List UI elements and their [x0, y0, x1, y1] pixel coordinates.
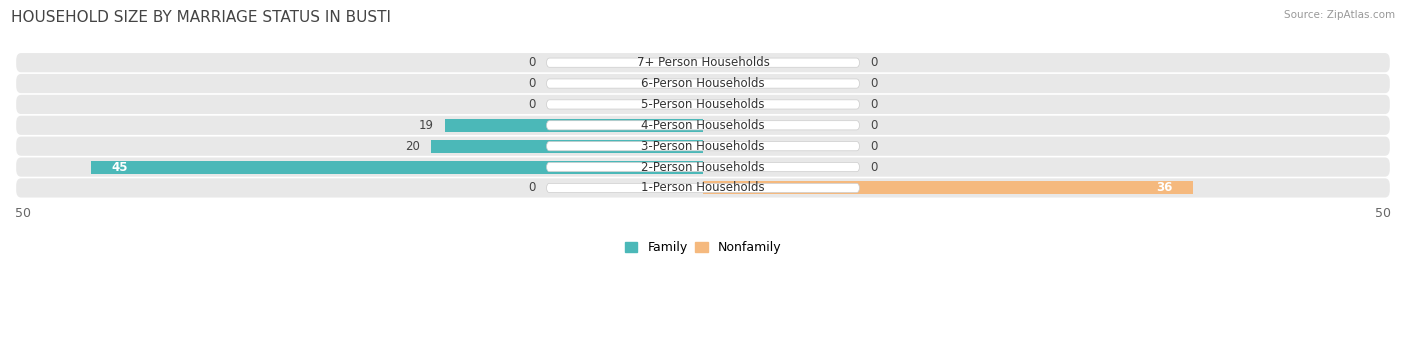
Bar — [703, 181, 1192, 194]
Text: 5-Person Households: 5-Person Households — [641, 98, 765, 111]
FancyBboxPatch shape — [547, 183, 859, 193]
Bar — [432, 140, 703, 153]
FancyBboxPatch shape — [17, 137, 1389, 156]
FancyBboxPatch shape — [17, 116, 1389, 135]
Bar — [91, 161, 703, 174]
Text: 3-Person Households: 3-Person Households — [641, 140, 765, 153]
Text: 20: 20 — [405, 140, 420, 153]
FancyBboxPatch shape — [17, 178, 1389, 197]
Text: 2-Person Households: 2-Person Households — [641, 161, 765, 174]
FancyBboxPatch shape — [17, 53, 1389, 72]
Text: 36: 36 — [1156, 181, 1173, 194]
Text: 0: 0 — [870, 119, 877, 132]
Text: 0: 0 — [529, 77, 536, 90]
Bar — [444, 119, 703, 132]
FancyBboxPatch shape — [547, 58, 859, 67]
Text: 19: 19 — [419, 119, 433, 132]
Text: 0: 0 — [870, 161, 877, 174]
Text: 0: 0 — [870, 140, 877, 153]
Text: 1-Person Households: 1-Person Households — [641, 181, 765, 194]
FancyBboxPatch shape — [17, 74, 1389, 93]
Text: 0: 0 — [529, 181, 536, 194]
Text: 7+ Person Households: 7+ Person Households — [637, 56, 769, 69]
FancyBboxPatch shape — [547, 142, 859, 151]
Text: Source: ZipAtlas.com: Source: ZipAtlas.com — [1284, 10, 1395, 20]
FancyBboxPatch shape — [547, 121, 859, 130]
FancyBboxPatch shape — [547, 100, 859, 109]
Text: 0: 0 — [870, 77, 877, 90]
Legend: Family, Nonfamily: Family, Nonfamily — [620, 236, 786, 259]
FancyBboxPatch shape — [17, 158, 1389, 177]
Text: 0: 0 — [529, 98, 536, 111]
Text: 0: 0 — [529, 56, 536, 69]
Text: HOUSEHOLD SIZE BY MARRIAGE STATUS IN BUSTI: HOUSEHOLD SIZE BY MARRIAGE STATUS IN BUS… — [11, 10, 391, 25]
Text: 45: 45 — [111, 161, 128, 174]
Text: 4-Person Households: 4-Person Households — [641, 119, 765, 132]
FancyBboxPatch shape — [547, 79, 859, 88]
Text: 0: 0 — [870, 98, 877, 111]
Text: 0: 0 — [870, 56, 877, 69]
Text: 6-Person Households: 6-Person Households — [641, 77, 765, 90]
FancyBboxPatch shape — [17, 95, 1389, 114]
FancyBboxPatch shape — [547, 162, 859, 172]
